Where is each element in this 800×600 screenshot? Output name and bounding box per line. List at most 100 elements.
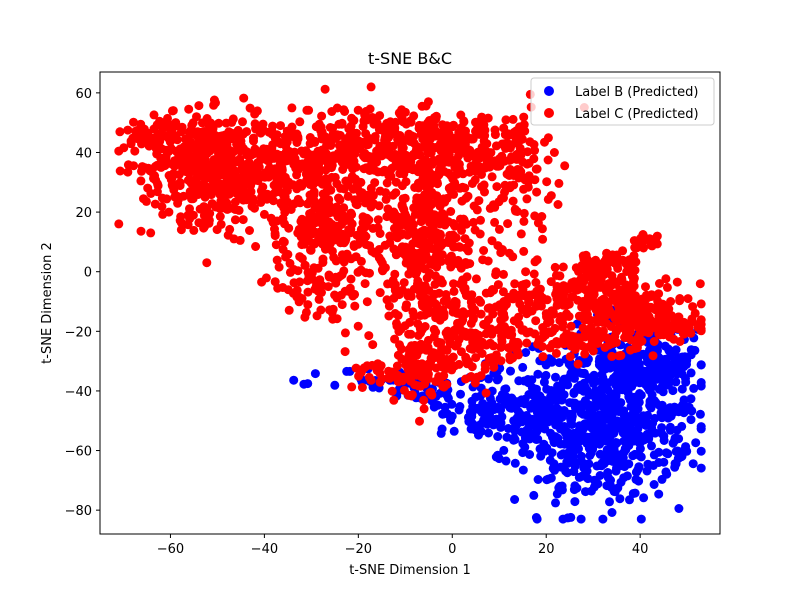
scatter-point bbox=[264, 127, 274, 137]
scatter-point bbox=[544, 403, 554, 413]
scatter-point bbox=[370, 178, 380, 188]
scatter-point bbox=[679, 446, 689, 456]
scatter-point bbox=[343, 180, 353, 190]
scatter-point bbox=[310, 136, 320, 146]
scatter-point bbox=[535, 444, 545, 454]
scatter-point bbox=[176, 212, 186, 222]
scatter-point bbox=[339, 251, 349, 261]
scatter-point bbox=[303, 300, 313, 310]
scatter-point bbox=[502, 299, 511, 309]
scatter-point bbox=[451, 324, 461, 334]
scatter-point bbox=[411, 363, 421, 373]
scatter-point bbox=[387, 386, 397, 396]
scatter-point bbox=[605, 305, 614, 315]
scatter-point bbox=[451, 341, 460, 351]
scatter-point bbox=[326, 153, 336, 163]
scatter-point bbox=[342, 366, 352, 376]
scatter-point bbox=[522, 159, 532, 169]
scatter-point bbox=[584, 459, 594, 469]
scatter-point bbox=[589, 482, 599, 492]
scatter-point bbox=[406, 329, 416, 339]
scatter-point bbox=[619, 406, 629, 416]
scatter-point bbox=[672, 356, 682, 366]
x-tick-label: −40 bbox=[251, 542, 278, 557]
scatter-point bbox=[334, 193, 343, 203]
scatter-point bbox=[665, 332, 675, 342]
scatter-point bbox=[402, 300, 411, 310]
scatter-point bbox=[410, 264, 420, 274]
scatter-point bbox=[591, 394, 601, 404]
scatter-point bbox=[518, 465, 528, 475]
scatter-point bbox=[294, 292, 304, 302]
scatter-point bbox=[571, 263, 581, 273]
scatter-point bbox=[327, 160, 337, 170]
scatter-point bbox=[336, 150, 346, 160]
scatter-point bbox=[456, 389, 465, 399]
scatter-point bbox=[696, 378, 706, 387]
x-tick-label: 20 bbox=[538, 542, 555, 557]
scatter-point bbox=[427, 215, 437, 225]
scatter-point bbox=[556, 410, 566, 420]
scatter-point bbox=[499, 193, 508, 203]
scatter-point bbox=[149, 124, 159, 134]
scatter-point bbox=[433, 179, 442, 189]
scatter-point bbox=[115, 127, 125, 137]
scatter-point bbox=[130, 146, 140, 156]
scatter-point bbox=[366, 375, 376, 385]
scatter-point bbox=[312, 311, 322, 321]
scatter-point bbox=[646, 361, 656, 371]
scatter-point bbox=[444, 357, 454, 366]
scatter-point bbox=[570, 497, 580, 507]
scatter-point bbox=[569, 485, 579, 495]
scatter-point bbox=[360, 279, 370, 289]
scatter-point bbox=[440, 137, 450, 147]
scatter-point bbox=[592, 314, 602, 324]
scatter-point bbox=[518, 362, 528, 372]
scatter-point bbox=[357, 383, 367, 392]
scatter-point bbox=[448, 307, 458, 317]
scatter-point bbox=[654, 289, 664, 299]
scatter-point bbox=[558, 319, 568, 328]
scatter-point bbox=[418, 301, 427, 311]
scatter-point bbox=[695, 409, 705, 419]
scatter-point bbox=[238, 189, 248, 199]
scatter-point bbox=[279, 203, 289, 213]
scatter-point bbox=[603, 378, 613, 388]
scatter-point bbox=[387, 152, 397, 162]
scatter-point bbox=[195, 180, 205, 190]
scatter-point bbox=[321, 174, 331, 184]
scatter-point bbox=[340, 160, 350, 170]
scatter-point bbox=[460, 234, 470, 244]
scatter-point bbox=[677, 421, 687, 431]
scatter-point bbox=[497, 334, 507, 344]
scatter-point bbox=[446, 415, 456, 425]
scatter-point bbox=[470, 175, 480, 185]
scatter-point bbox=[623, 322, 633, 332]
scatter-point bbox=[594, 326, 604, 336]
scatter-point bbox=[616, 421, 626, 431]
scatter-point bbox=[533, 475, 543, 484]
scatter-point bbox=[614, 372, 623, 382]
scatter-point bbox=[362, 297, 372, 307]
scatter-point bbox=[321, 243, 330, 253]
scatter-point bbox=[438, 363, 448, 372]
scatter-point bbox=[446, 262, 456, 272]
scatter-point bbox=[634, 476, 644, 486]
scatter-point bbox=[419, 404, 429, 414]
scatter-point bbox=[462, 272, 472, 282]
scatter-point bbox=[215, 186, 225, 196]
scatter-point bbox=[496, 405, 506, 415]
scatter-point bbox=[205, 209, 215, 218]
scatter-point bbox=[409, 149, 418, 159]
scatter-point bbox=[484, 428, 493, 438]
scatter-point bbox=[423, 158, 433, 168]
scatter-point bbox=[170, 161, 179, 171]
scatter-point bbox=[468, 134, 478, 144]
axes-frame bbox=[99, 71, 721, 535]
scatter-point bbox=[268, 217, 278, 227]
scatter-point bbox=[424, 116, 434, 125]
scatter-point bbox=[431, 327, 441, 337]
scatter-point bbox=[591, 402, 601, 412]
scatter-point bbox=[686, 394, 696, 404]
scatter-point bbox=[494, 454, 504, 464]
